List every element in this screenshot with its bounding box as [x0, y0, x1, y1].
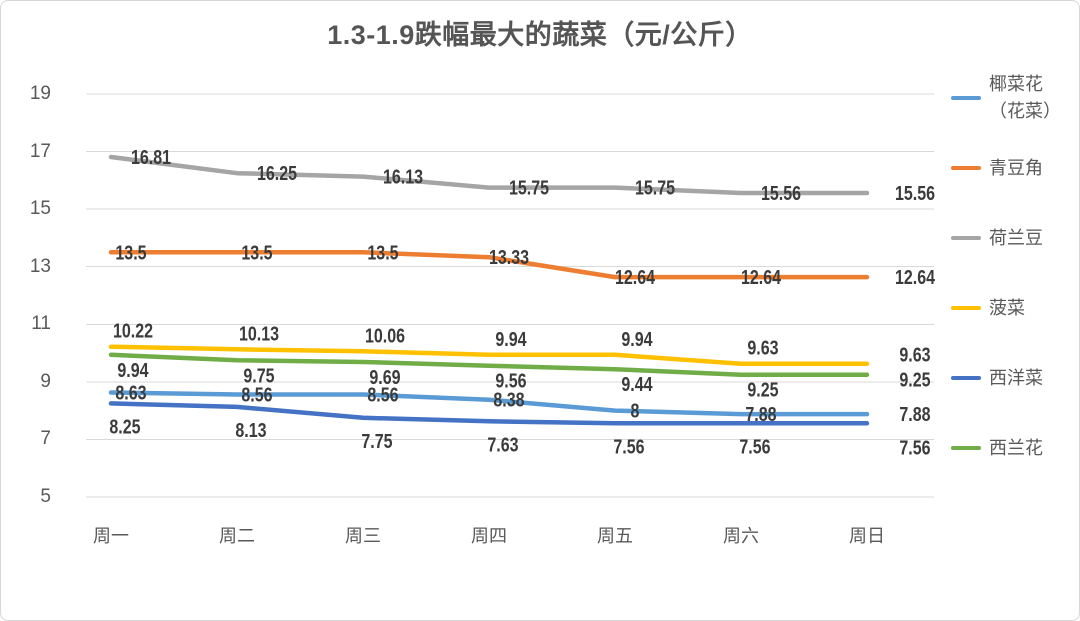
series-line-3: [108, 344, 870, 366]
x-axis-label: 周二: [219, 526, 255, 546]
legend-item: 菠菜: [951, 273, 1077, 343]
data-label: 7.88: [899, 404, 930, 426]
legend-label: 西洋菜: [989, 367, 1043, 388]
legend-line-swatch: [951, 236, 981, 240]
legend-item: 青豆角: [951, 133, 1077, 203]
data-label: 12.64: [741, 267, 782, 289]
data-label: 13.33: [489, 247, 529, 269]
data-label: 7.56: [739, 436, 770, 458]
x-axis-label: 周六: [723, 526, 759, 546]
legend-line-swatch: [951, 306, 981, 310]
x-axis: 周一 周二 周三 周四 周五 周六 周日: [1, 522, 1079, 552]
data-label: 9.63: [747, 338, 778, 360]
data-label: 9.94: [495, 329, 527, 351]
legend-line-swatch: [951, 376, 981, 380]
data-label: 7.75: [361, 431, 392, 453]
data-label: 16.81: [131, 147, 171, 169]
x-axis-label: 周四: [471, 526, 507, 546]
legend-line-swatch: [951, 96, 981, 100]
data-label: 15.56: [761, 183, 801, 205]
x-axis-label: 周五: [597, 526, 633, 546]
data-label: 15.56: [895, 183, 935, 205]
legend-label: 荷兰豆: [989, 227, 1043, 248]
legend-line-swatch: [951, 166, 981, 170]
data-label: 9.63: [899, 345, 930, 367]
legend-label: 西兰花: [989, 437, 1043, 458]
data-label: 7.56: [613, 436, 644, 458]
data-label: 9.44: [621, 374, 653, 396]
data-label: 15.75: [635, 178, 675, 200]
legend-item: 椰菜花（花菜）: [951, 63, 1077, 133]
data-label: 8.25: [109, 416, 140, 438]
legend-item: 西洋菜: [951, 343, 1077, 413]
data-label: 9.75: [243, 365, 274, 387]
data-label: 7.63: [487, 434, 518, 456]
data-label: 10.06: [365, 325, 405, 347]
data-label: 15.75: [509, 178, 549, 200]
data-label: 9.94: [117, 360, 149, 382]
data-label: 10.22: [113, 321, 153, 343]
data-label: 9.69: [369, 367, 400, 389]
data-label: 8.56: [367, 385, 398, 407]
x-axis-label: 周日: [849, 526, 885, 546]
data-label: 9.25: [899, 370, 930, 392]
data-label: 16.25: [257, 163, 297, 185]
legend-line-swatch: [951, 446, 981, 450]
series-line-1: [108, 250, 870, 280]
data-label: 7.88: [745, 404, 776, 426]
data-label: 12.64: [615, 267, 656, 289]
data-label: 8: [631, 401, 640, 423]
data-label: 13.5: [241, 242, 272, 264]
data-label: 13.5: [115, 242, 146, 264]
data-label: 8.56: [241, 385, 272, 407]
data-label: 9.94: [621, 329, 653, 351]
legend-label: 菠菜: [989, 297, 1025, 318]
x-axis-label: 周三: [345, 526, 381, 546]
data-label: 12.64: [895, 267, 936, 289]
data-label: 8.38: [493, 390, 524, 412]
series-line-5: [108, 352, 870, 377]
legend-label: 椰菜花（花菜）: [989, 74, 1061, 121]
data-label: 9.56: [495, 371, 526, 393]
data-label: 9.25: [747, 380, 778, 402]
x-axis-label: 周一: [93, 526, 129, 546]
series-line-2: [108, 154, 870, 196]
data-label: 13.5: [367, 242, 398, 264]
data-label: 10.13: [239, 323, 279, 345]
legend-label: 青豆角: [989, 157, 1043, 178]
series-line-4: [108, 401, 870, 426]
data-label: 16.13: [383, 167, 423, 189]
legend: 椰菜花（花菜） 青豆角荷兰豆菠菜西洋菜西兰花: [951, 63, 1077, 483]
series-line-0: [108, 390, 870, 417]
data-label: 8.13: [235, 420, 266, 442]
data-label: 8.63: [115, 383, 146, 405]
legend-item: 西兰花: [951, 413, 1077, 483]
chart-title: 1.3-1.9跌幅最大的蔬菜（元/公斤）: [327, 20, 753, 50]
data-label: 7.56: [899, 437, 930, 459]
legend-item: 荷兰豆: [951, 203, 1077, 273]
